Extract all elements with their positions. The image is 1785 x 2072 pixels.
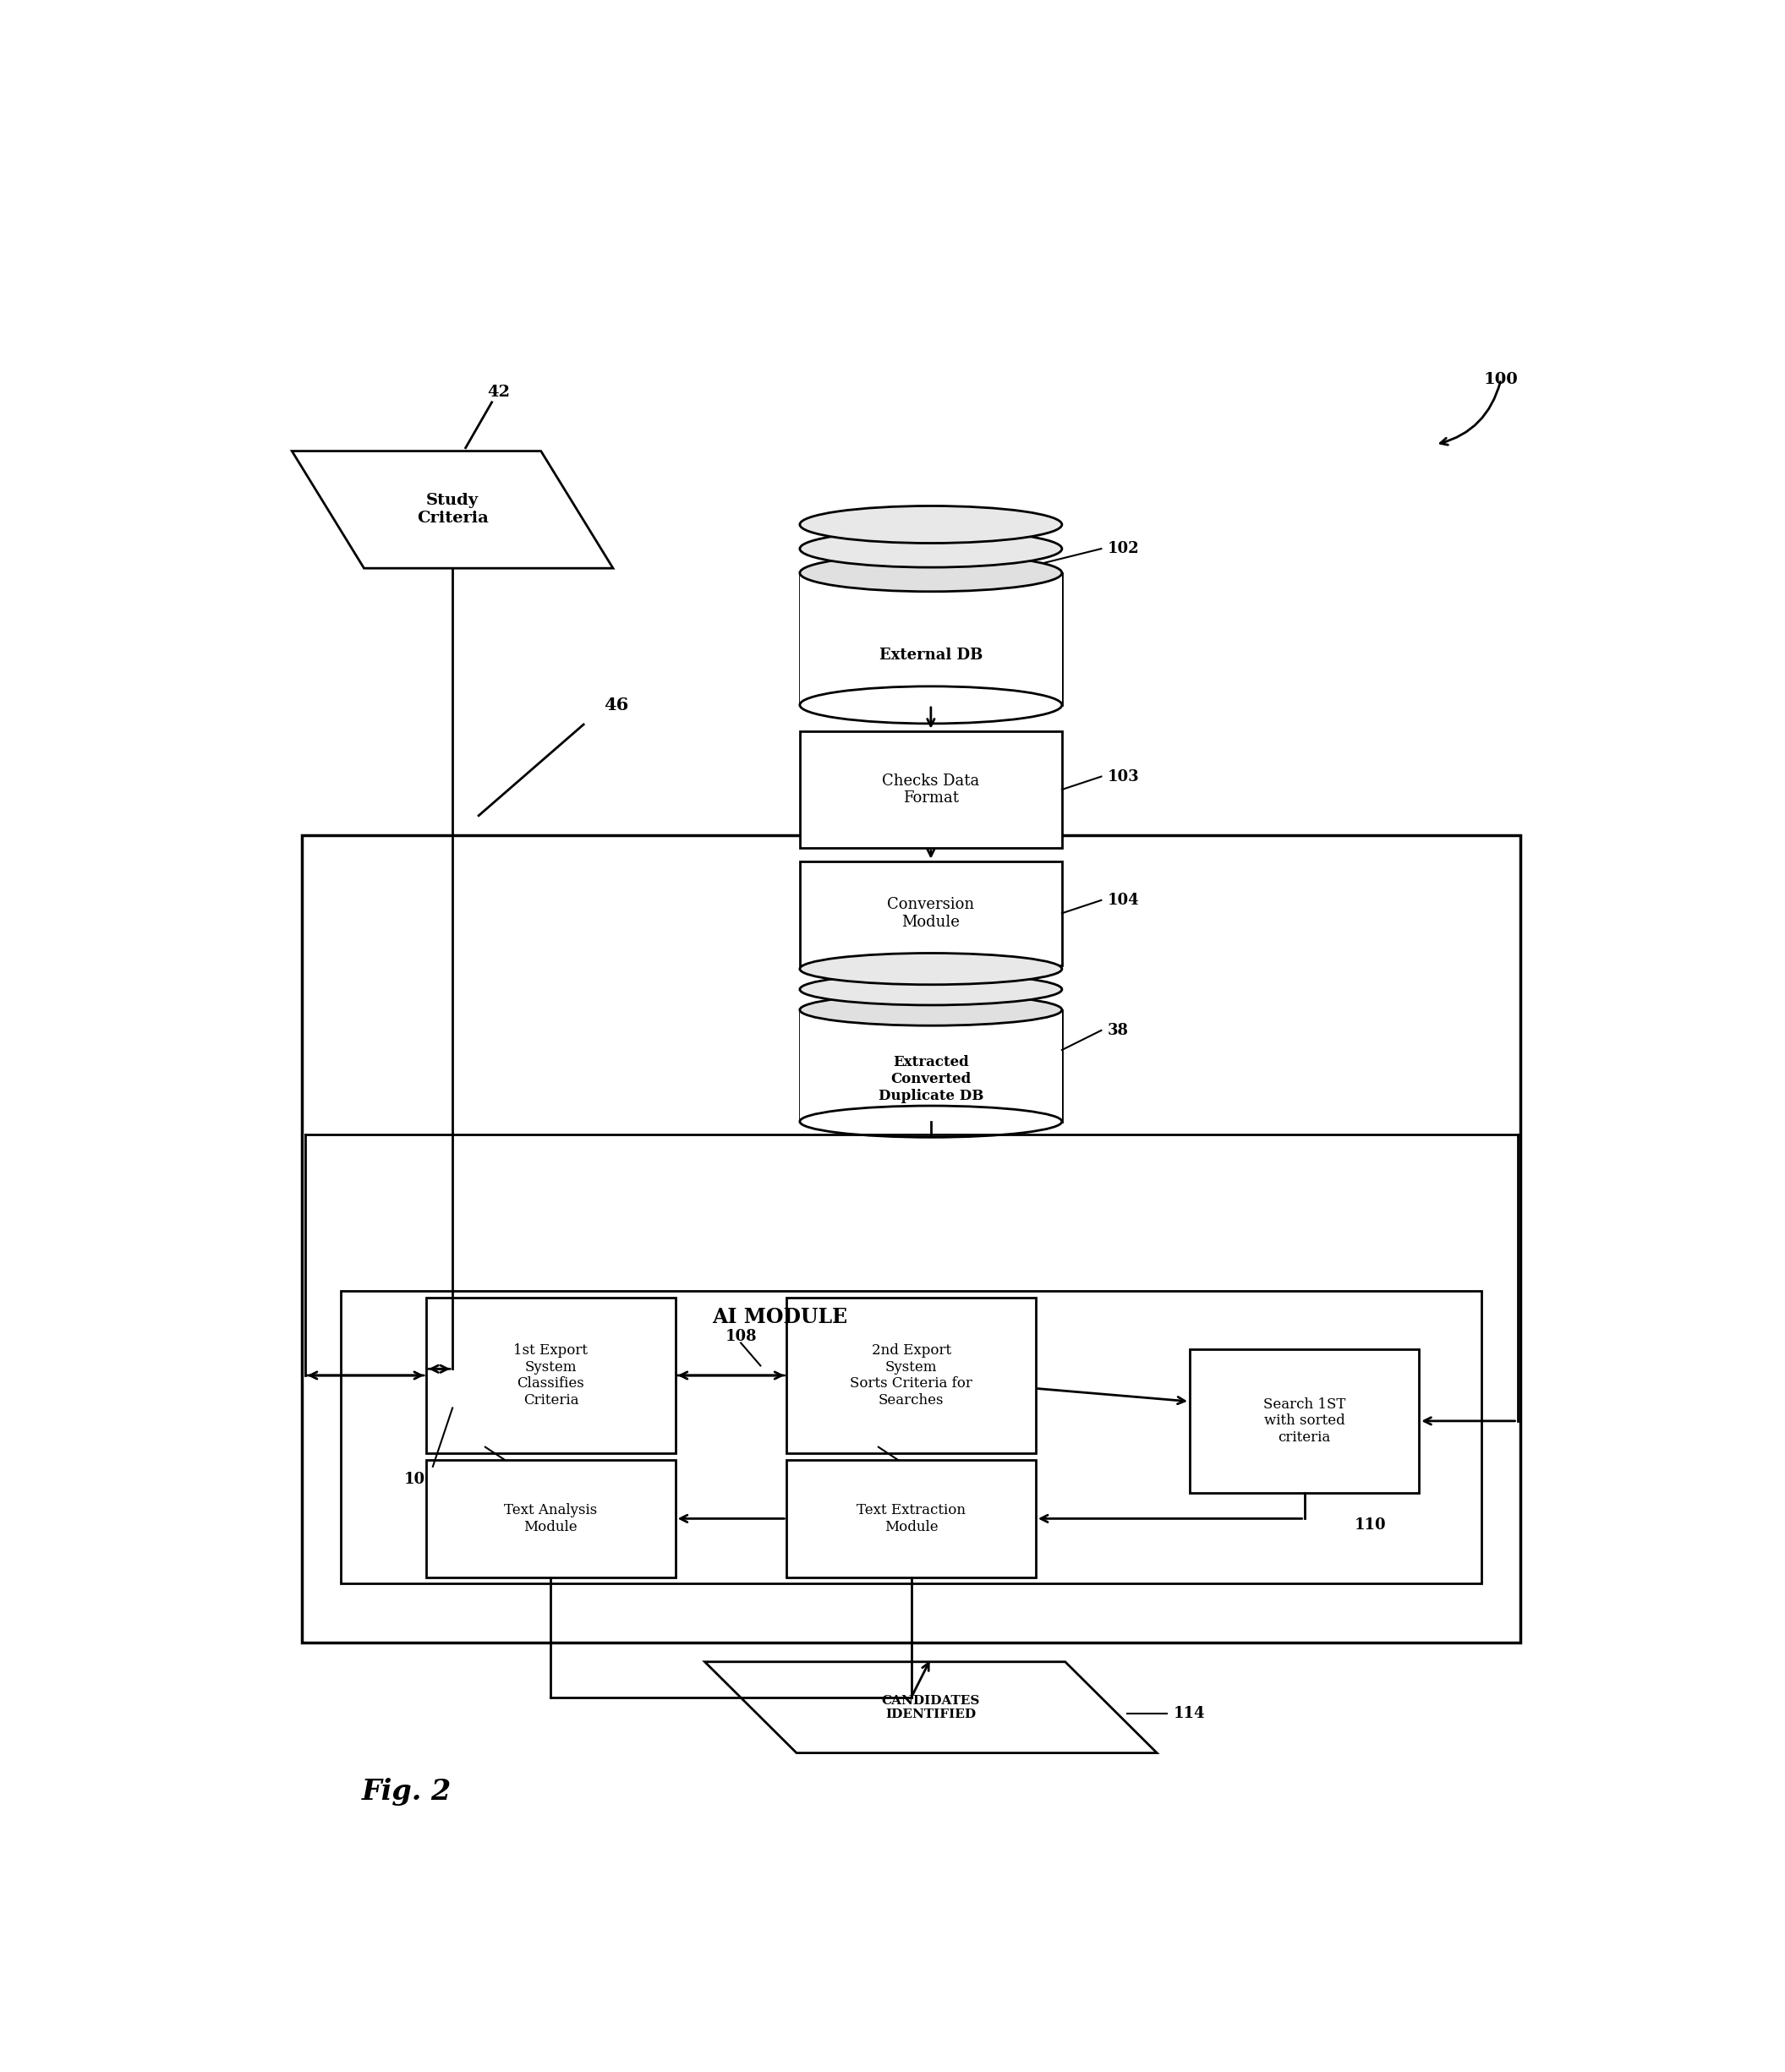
Bar — [302, 835, 1521, 1643]
Text: 38: 38 — [1108, 1024, 1128, 1038]
Text: 46: 46 — [603, 696, 628, 713]
Text: CANDIDATES
IDENTIFIED: CANDIDATES IDENTIFIED — [882, 1695, 980, 1720]
Ellipse shape — [800, 953, 1062, 984]
Ellipse shape — [800, 1106, 1062, 1138]
Text: External DB: External DB — [880, 646, 982, 663]
FancyBboxPatch shape — [800, 731, 1062, 847]
Text: Search 1ST
with sorted
criteria: Search 1ST with sorted criteria — [1264, 1397, 1346, 1444]
FancyBboxPatch shape — [787, 1297, 1035, 1455]
FancyBboxPatch shape — [787, 1461, 1035, 1577]
Polygon shape — [293, 452, 612, 568]
Text: 112: 112 — [862, 1426, 894, 1442]
Text: AI MODULE: AI MODULE — [712, 1307, 848, 1326]
Text: 108: 108 — [725, 1328, 757, 1345]
Text: 104: 104 — [1108, 893, 1139, 908]
Text: Fig. 2: Fig. 2 — [362, 1778, 452, 1807]
Text: Text Analysis
Module: Text Analysis Module — [503, 1502, 598, 1533]
Text: 103: 103 — [1108, 769, 1139, 783]
Text: 100: 100 — [1483, 371, 1519, 387]
Ellipse shape — [800, 555, 1062, 591]
Ellipse shape — [800, 530, 1062, 568]
Text: 2nd Export
System
Sorts Criteria for
Searches: 2nd Export System Sorts Criteria for Sea… — [850, 1343, 973, 1407]
Text: Study
Criteria: Study Criteria — [416, 493, 489, 526]
FancyBboxPatch shape — [427, 1297, 675, 1455]
Text: 42: 42 — [487, 385, 511, 400]
Ellipse shape — [800, 995, 1062, 1026]
Ellipse shape — [800, 686, 1062, 723]
Text: 113: 113 — [457, 1426, 487, 1442]
Text: Conversion
Module: Conversion Module — [887, 897, 975, 930]
Ellipse shape — [800, 974, 1062, 1005]
Text: 1st Export
System
Classifies
Criteria: 1st Export System Classifies Criteria — [514, 1343, 587, 1407]
Text: 106: 106 — [403, 1471, 436, 1488]
Polygon shape — [705, 1662, 1157, 1753]
Text: Text Extraction
Module: Text Extraction Module — [857, 1502, 966, 1533]
Text: 102: 102 — [1108, 541, 1139, 555]
Bar — [800, 1009, 1062, 1121]
Text: 114: 114 — [1173, 1705, 1205, 1722]
Text: 110: 110 — [1355, 1517, 1385, 1533]
FancyBboxPatch shape — [427, 1461, 675, 1577]
FancyBboxPatch shape — [1191, 1349, 1419, 1492]
Bar — [341, 1291, 1482, 1583]
FancyBboxPatch shape — [800, 862, 1062, 966]
Text: Checks Data
Format: Checks Data Format — [882, 773, 980, 806]
Bar — [800, 574, 1062, 704]
Text: Extracted
Converted
Duplicate DB: Extracted Converted Duplicate DB — [878, 1055, 984, 1102]
Ellipse shape — [800, 506, 1062, 543]
